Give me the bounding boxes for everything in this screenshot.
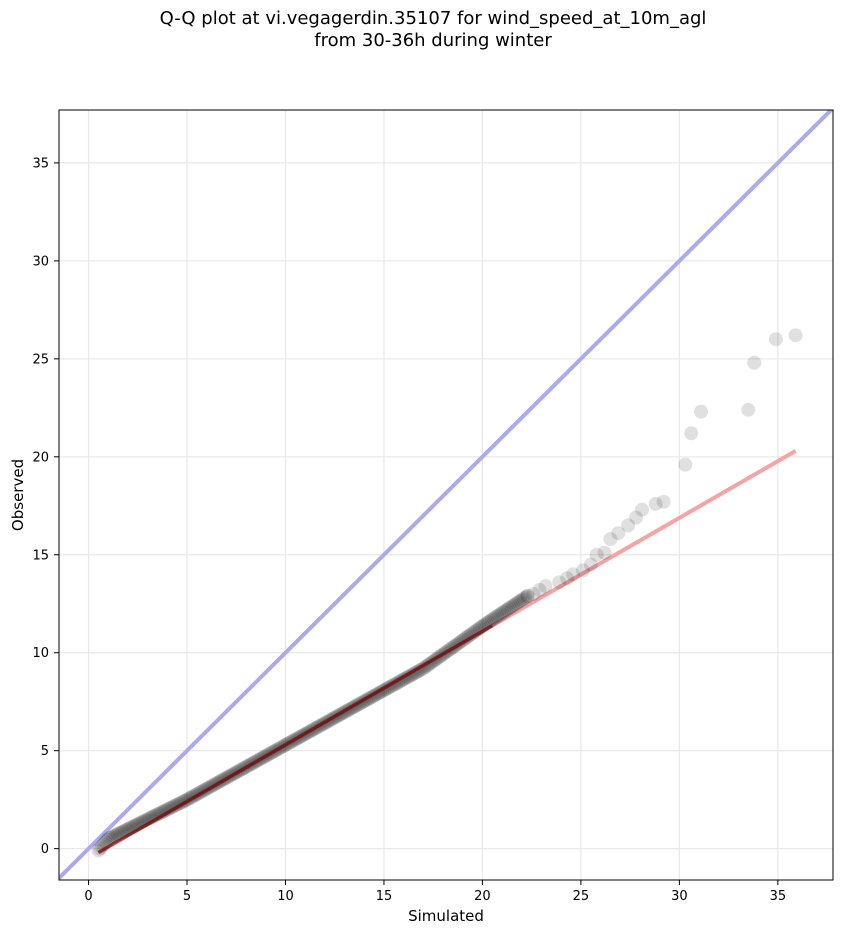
data-point xyxy=(509,596,524,611)
fit-line-core xyxy=(97,624,494,854)
data-point xyxy=(532,583,547,598)
plot-frame xyxy=(58,109,834,881)
data-point xyxy=(513,593,528,608)
data-point xyxy=(597,545,612,560)
data-point xyxy=(93,841,108,856)
x-tick-label: 10 xyxy=(277,889,294,904)
data-point xyxy=(648,496,663,511)
data-point xyxy=(526,586,541,601)
data-point xyxy=(768,332,783,347)
data-point xyxy=(506,598,521,613)
data-point xyxy=(678,457,693,472)
y-axis-ticks: 0 5 10 15 20 25 30 35 xyxy=(32,156,59,857)
data-point xyxy=(493,606,508,621)
data-point xyxy=(100,833,115,848)
data-point xyxy=(560,571,575,586)
data-point xyxy=(589,547,604,562)
data-point xyxy=(583,557,598,572)
data-point xyxy=(486,611,501,626)
chart-title-line2: from 30-36h during winter xyxy=(314,30,552,51)
data-point xyxy=(538,579,553,594)
data-point xyxy=(497,604,512,619)
y-tick-label: 30 xyxy=(32,254,49,269)
data-point xyxy=(483,613,498,628)
data-point xyxy=(656,494,671,509)
data-point xyxy=(463,627,478,642)
x-axis-label: Simulated xyxy=(408,907,484,925)
x-tick-label: 15 xyxy=(376,889,393,904)
data-point xyxy=(160,802,175,817)
data-point xyxy=(621,518,636,533)
data-point xyxy=(110,827,125,842)
data-point xyxy=(694,404,709,419)
data-point xyxy=(684,426,699,441)
data-point xyxy=(507,597,522,612)
data-point xyxy=(465,626,480,641)
data-point xyxy=(103,830,118,845)
data-point xyxy=(156,804,171,819)
data-point xyxy=(105,829,120,844)
data-point xyxy=(495,605,510,620)
data-point xyxy=(500,602,515,617)
data-point xyxy=(520,588,535,603)
data-point xyxy=(566,567,581,582)
data-point xyxy=(91,843,106,858)
data-point xyxy=(109,827,124,842)
data-point xyxy=(611,526,626,541)
x-tick-label: 30 xyxy=(671,889,688,904)
data-point xyxy=(516,591,531,606)
data-point xyxy=(629,510,644,525)
y-axis-label: Observed xyxy=(9,459,27,531)
y-tick-label: 5 xyxy=(41,744,49,759)
data-point xyxy=(634,502,649,517)
data-point xyxy=(102,831,117,846)
data-point xyxy=(158,803,173,818)
data-point xyxy=(515,592,530,607)
data-point xyxy=(504,599,519,614)
data-point xyxy=(491,607,506,622)
y-tick-label: 20 xyxy=(32,450,49,465)
data-point xyxy=(461,628,476,643)
data-point xyxy=(511,595,526,610)
data-point xyxy=(788,328,803,343)
chart-title-line1: Q-Q plot at vi.vegagerdin.35107 for wind… xyxy=(159,8,707,29)
y-tick-label: 35 xyxy=(32,156,49,171)
data-point xyxy=(490,609,505,624)
x-tick-label: 5 xyxy=(183,889,191,904)
data-point xyxy=(552,575,567,590)
data-point xyxy=(107,828,122,843)
data-point xyxy=(488,610,503,625)
data-point xyxy=(502,600,517,615)
data-point xyxy=(162,801,177,816)
x-tick-label: 35 xyxy=(770,889,787,904)
y-tick-label: 25 xyxy=(32,352,49,367)
data-point xyxy=(741,402,756,417)
data-point xyxy=(603,532,618,547)
data-point xyxy=(499,603,514,618)
x-tick-label: 20 xyxy=(474,889,491,904)
data-point xyxy=(747,355,762,370)
x-tick-label: 25 xyxy=(573,889,590,904)
data-point xyxy=(518,590,533,605)
x-tick-label: 0 xyxy=(84,889,92,904)
chart-title: Q-Q plot at vi.vegagerdin.35107 for wind… xyxy=(0,8,843,52)
identity-line xyxy=(59,110,833,880)
y-tick-label: 0 xyxy=(41,842,49,857)
x-axis-ticks: 0 5 10 15 20 25 30 35 xyxy=(84,880,786,904)
data-point xyxy=(520,589,535,604)
data-point xyxy=(484,612,499,627)
y-tick-label: 15 xyxy=(32,548,49,563)
y-tick-label: 10 xyxy=(32,646,49,661)
data-point xyxy=(575,563,590,578)
outlier-points xyxy=(520,328,803,603)
